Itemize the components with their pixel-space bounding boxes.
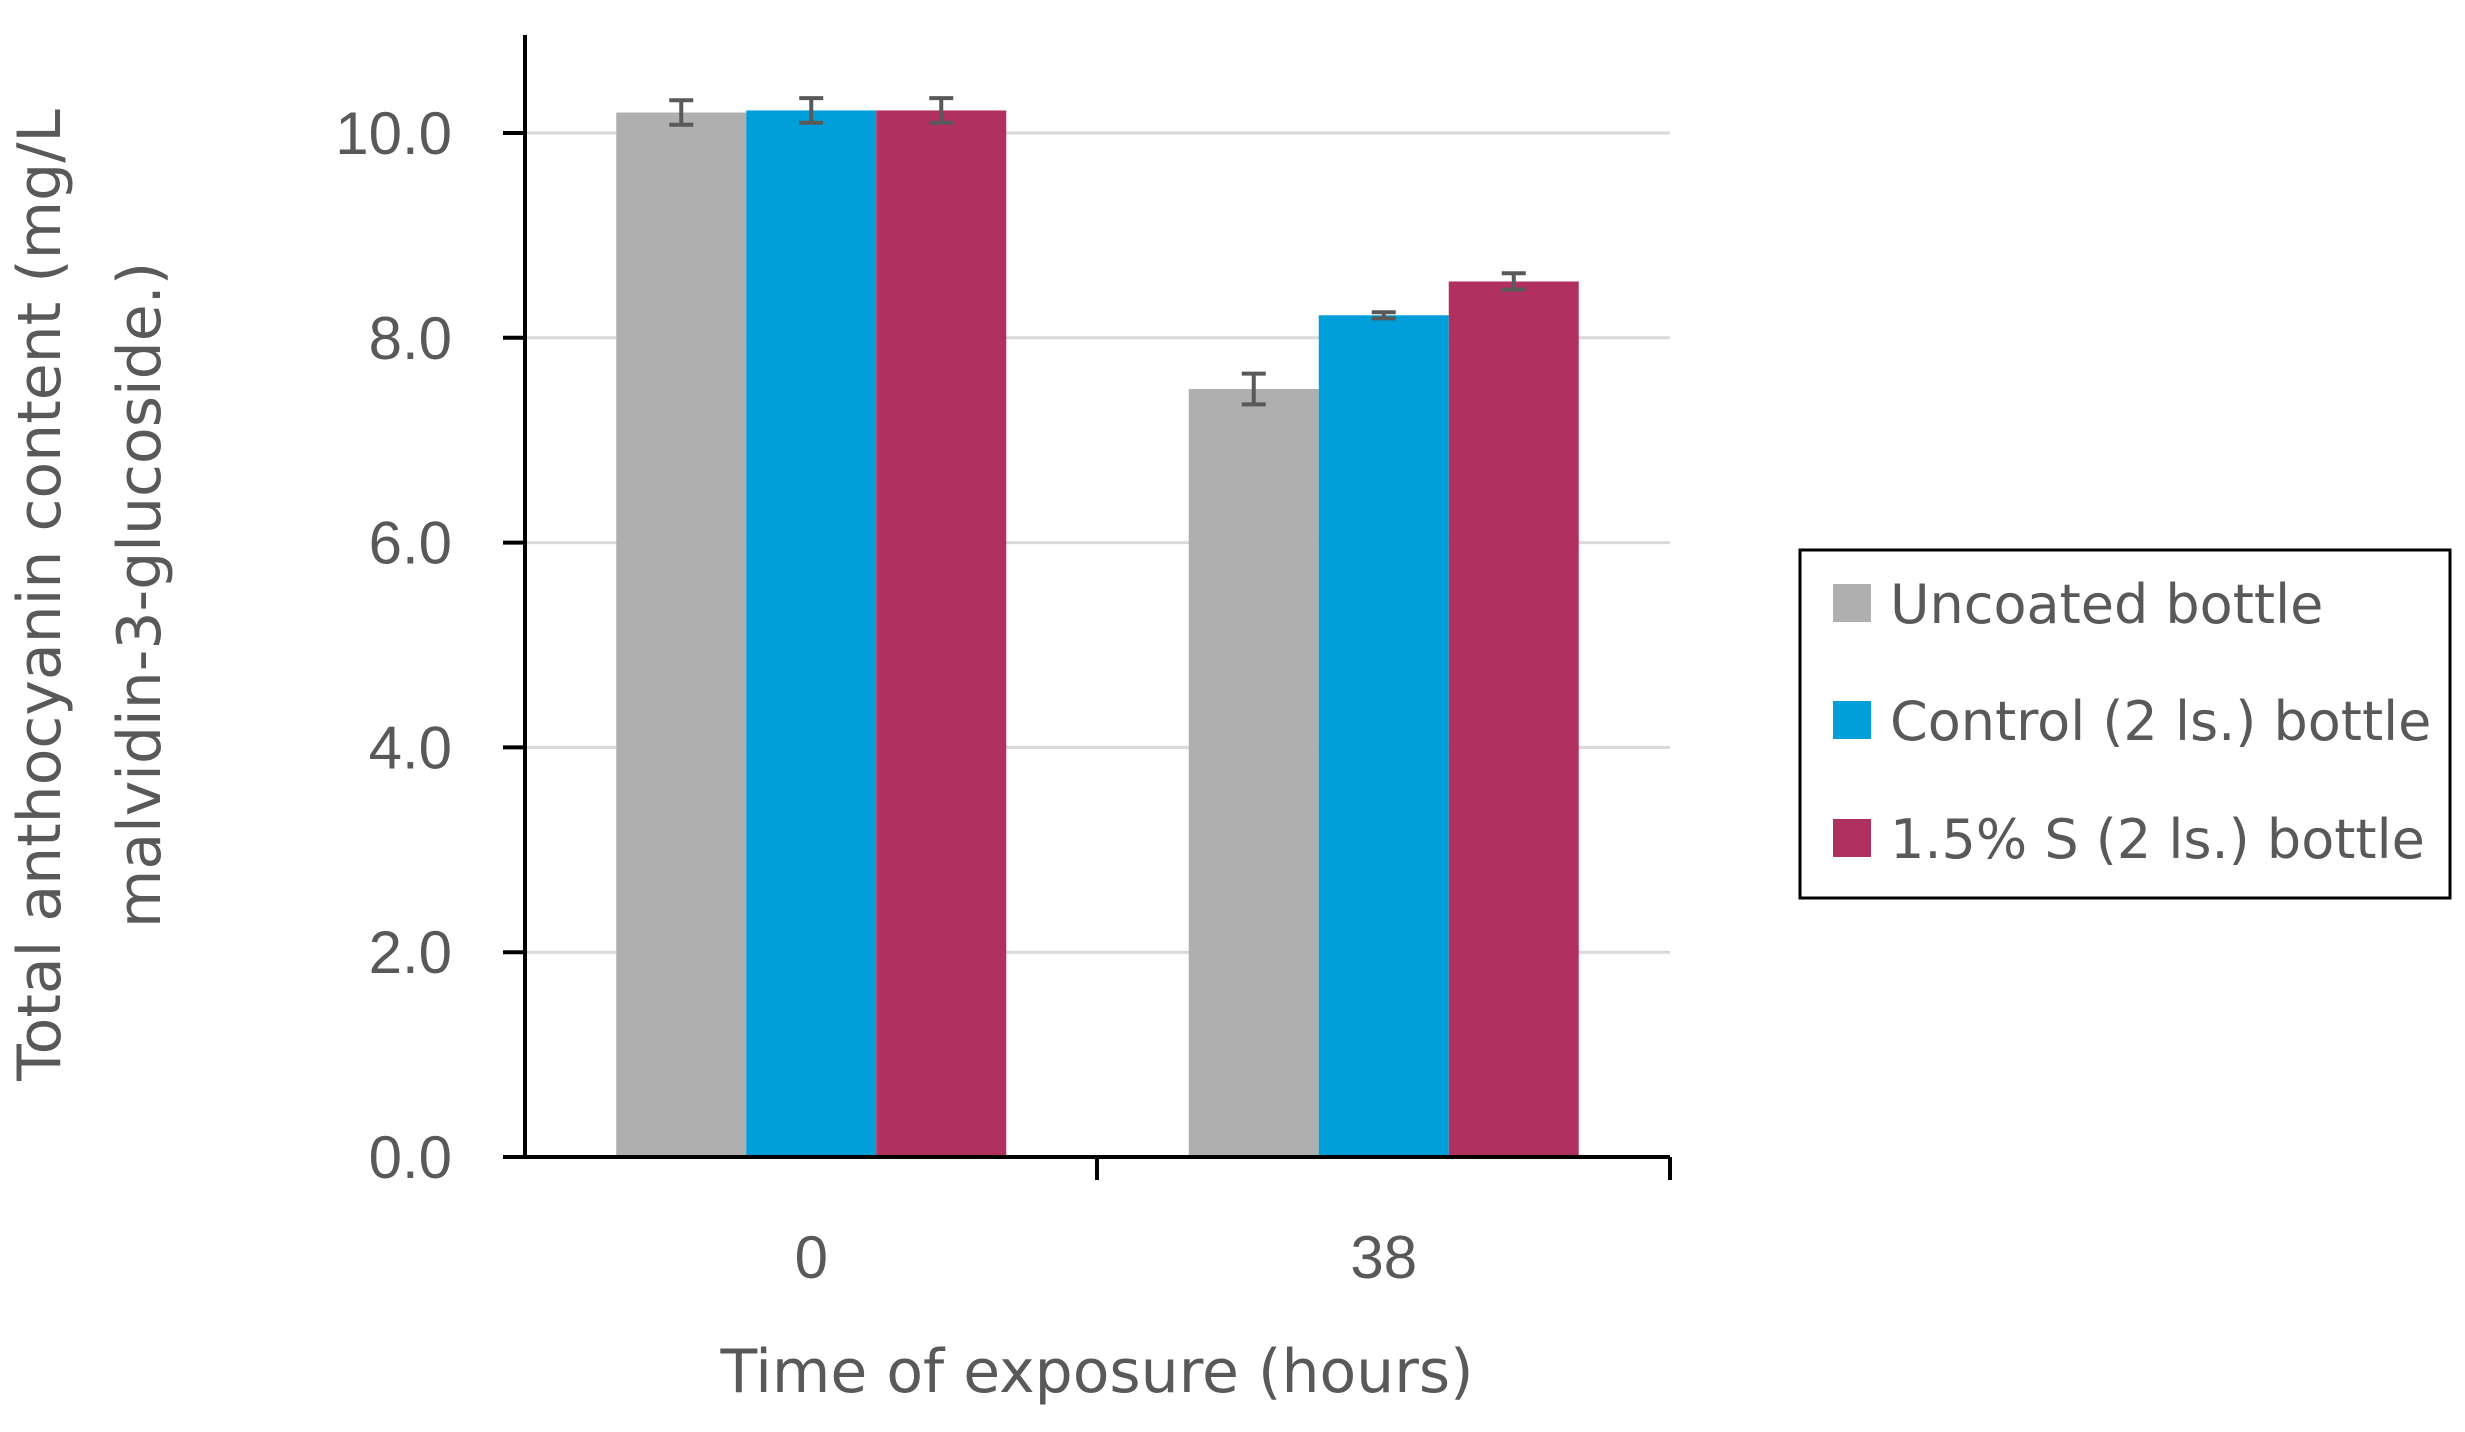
y-tick-label: 6.0 [369, 510, 452, 577]
legend-swatch [1833, 584, 1871, 622]
x-tick-label: 38 [1350, 1224, 1417, 1291]
y-tick-label: 8.0 [369, 305, 452, 372]
y-tick-label: 10.0 [335, 100, 452, 167]
bar-control-2-ls-bottle-38 [1318, 315, 1449, 1158]
bar-uncoated-bottle-0 [616, 112, 747, 1157]
y-axis-title: Total anthocyanin content (mg/L malvidin… [5, 109, 175, 1082]
y-axis-title-line-2: malvidin-3-glucoside.) [105, 262, 175, 928]
error-bar [669, 98, 694, 127]
x-axis-title: Time of exposure (hours) [719, 1337, 1473, 1407]
bar-uncoated-bottle-38 [1188, 389, 1319, 1157]
x-tick-labels: 0 38 [795, 1224, 1418, 1291]
error-bar [799, 96, 824, 125]
error-bar [1241, 371, 1266, 407]
legend: Uncoated bottle Control (2 ls.) bottle 1.5… [1798, 548, 2452, 900]
error-bar [1501, 271, 1526, 292]
bars [616, 110, 1579, 1158]
error-bars [669, 96, 1526, 407]
bar-1-5-s-2-ls-bottle-0 [876, 110, 1007, 1157]
legend-box [1798, 548, 2452, 900]
error-bar [929, 96, 954, 125]
legend-label: Control (2 ls.) bottle [1890, 690, 2431, 753]
y-tick-label: 2.0 [369, 919, 452, 986]
legend-label: 1.5% S (2 ls.) bottle [1890, 808, 2425, 871]
bar-1-5-s-2-ls-bottle-38 [1448, 281, 1579, 1158]
legend-swatch [1833, 701, 1871, 739]
legend-swatch [1833, 819, 1871, 857]
x-tick-label: 0 [795, 1224, 828, 1291]
y-tick-labels: 0.0 2.0 4.0 6.0 8.0 10.0 [335, 100, 525, 1191]
y-axis-title-line-1: Total anthocyanin content (mg/L [5, 109, 75, 1082]
y-tick-label: 4.0 [369, 714, 452, 781]
legend-items: Uncoated bottle Control (2 ls.) bottle 1.5… [1833, 573, 2431, 871]
y-tick-label: 0.0 [369, 1124, 452, 1191]
error-bar [1371, 310, 1396, 321]
bar-control-2-ls-bottle-0 [746, 110, 877, 1157]
legend-label: Uncoated bottle [1890, 573, 2323, 636]
